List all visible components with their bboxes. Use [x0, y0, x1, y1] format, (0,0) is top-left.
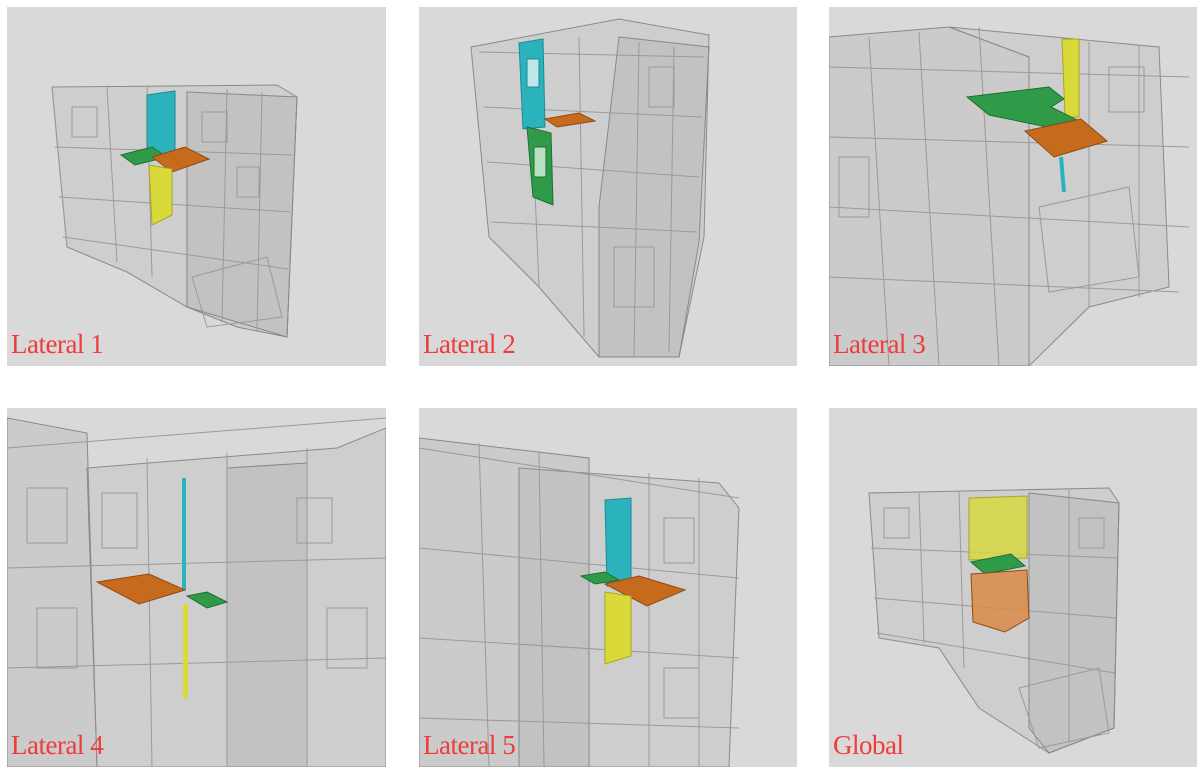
panel-lateral-3: Lateral 3 — [829, 7, 1197, 366]
cyan-wall — [1059, 156, 1066, 193]
yellow-wall — [1061, 38, 1080, 118]
building-view-lateral-5 — [419, 437, 740, 767]
orange-volume — [970, 569, 1030, 633]
building-wireframe — [7, 417, 386, 767]
orange-slab — [543, 112, 597, 128]
cyan-wall — [604, 497, 632, 587]
highlight-elements — [579, 497, 687, 665]
panel-label: Lateral 2 — [423, 329, 516, 359]
building-wireframe — [51, 84, 298, 338]
panel-global: Global — [829, 408, 1197, 767]
panel-label: Global — [833, 730, 904, 760]
green-slab — [579, 571, 621, 585]
green-slab — [965, 86, 1089, 128]
panel-lateral-5: Lateral 5 — [419, 408, 797, 767]
orange-slab — [1023, 118, 1109, 158]
panel-label: Lateral 4 — [11, 730, 104, 760]
building-view-lateral-4 — [7, 417, 386, 767]
panel-label: Lateral 1 — [11, 329, 104, 359]
yellow-wall — [604, 591, 632, 665]
building-wireframe — [829, 26, 1190, 366]
panel-lateral-1: Lateral 1 — [7, 7, 386, 366]
panel-label: Lateral 5 — [423, 730, 516, 760]
building-wireframe — [470, 18, 710, 358]
building-view-lateral-1 — [51, 84, 298, 338]
highlight-elements — [119, 90, 211, 226]
building-wireframe — [419, 437, 740, 767]
green-slab — [969, 553, 1027, 575]
green-slab — [185, 591, 229, 609]
building-view-lateral-2 — [470, 18, 710, 358]
orange-slab — [95, 573, 187, 605]
yellow-wall — [183, 604, 188, 698]
panel-lateral-2: Lateral 2 — [419, 7, 797, 366]
building-view-global — [868, 487, 1120, 754]
highlight-elements — [518, 38, 597, 206]
green-wall-opening — [533, 146, 547, 178]
orange-slab — [603, 575, 687, 607]
orange-slab — [150, 146, 211, 173]
panel-label: Lateral 3 — [833, 329, 926, 359]
building-view-lateral-3 — [829, 26, 1190, 366]
yellow-wall — [148, 164, 173, 226]
highlight-elements — [95, 478, 229, 698]
panel-lateral-4: Lateral 4 — [7, 408, 386, 767]
highlight-elements — [965, 38, 1109, 193]
cyan-wall-opening — [526, 58, 540, 88]
yellow-volume — [968, 495, 1028, 561]
highlight-elements — [968, 495, 1030, 633]
cyan-wall — [182, 478, 186, 590]
